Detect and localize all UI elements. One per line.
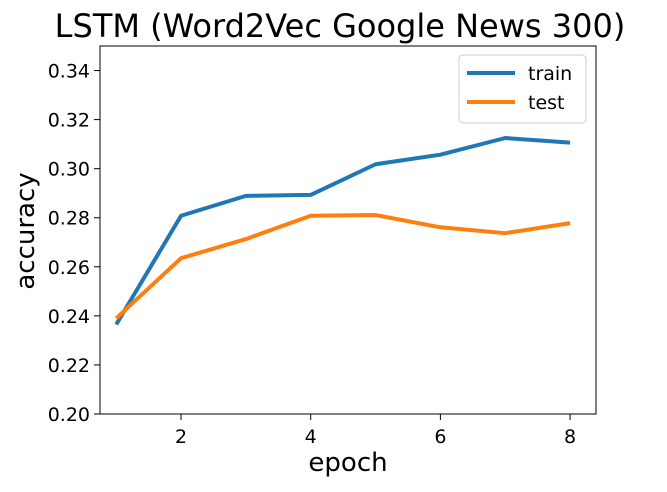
y-axis-ticks: 0.20 0.22 0.24 0.26 0.28 0.30 0.32 0.34 [48,61,100,426]
y-axis-label: accuracy [11,172,41,289]
series-line-train [114,136,571,326]
y-tick-label: 0.28 [48,208,90,230]
y-tick-label: 0.26 [48,257,90,279]
x-tick-label: 6 [434,426,446,448]
y-tick-label: 0.22 [48,355,90,377]
legend: train test [458,54,587,124]
legend-label-train: train [528,63,572,85]
legend-label-test: test [528,92,565,114]
y-tick-label: 0.32 [48,110,90,132]
x-axis-label: epoch [308,448,387,478]
plot-area-frame [99,45,597,415]
x-tick-label: 8 [564,426,576,448]
x-axis-ticks: 2 4 6 8 [175,414,576,448]
y-tick-label: 0.30 [48,159,90,181]
y-tick-label: 0.34 [48,61,90,83]
series-line-test [114,213,571,320]
y-tick-label: 0.20 [48,404,90,426]
x-tick-label: 4 [305,426,317,448]
y-tick-label: 0.24 [48,306,90,328]
series-lines [114,136,571,326]
chart-title: LSTM (Word2Vec Google News 300) [55,7,626,45]
x-tick-label: 2 [175,426,187,448]
